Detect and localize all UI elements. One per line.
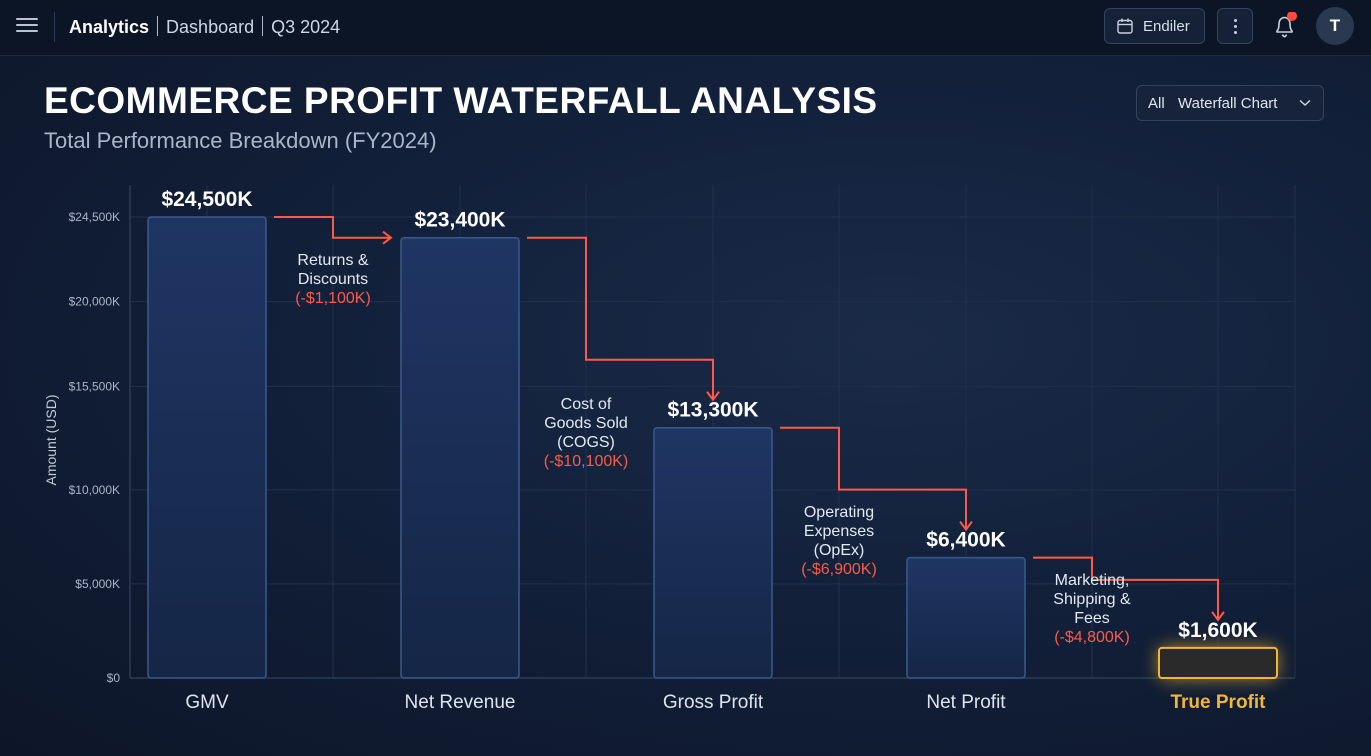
notification-dot [1287, 12, 1297, 21]
bar-net-revenue[interactable] [400, 236, 520, 679]
bar-value-label: $23,400K [414, 209, 505, 232]
step-label: Returns & [297, 252, 368, 269]
bar-value-label: $24,500K [161, 188, 252, 211]
y-tick-label: $24,500K [69, 210, 120, 224]
breadcrumb-section[interactable]: Dashboard [166, 17, 255, 37]
step-value-label: (-$10,100K) [544, 453, 629, 470]
chart-subtitle: Total Performance Breakdown (FY2024) [44, 128, 437, 153]
chevron-down-icon [1299, 99, 1311, 107]
step-label: Expenses [804, 523, 874, 540]
step-label: Discounts [298, 271, 368, 288]
filter-view: Waterfall Chart [1178, 95, 1278, 112]
x-category-label: Net Revenue [405, 692, 516, 713]
step-label: Operating [804, 504, 874, 521]
step-value-label: (-$1,100K) [295, 290, 371, 307]
date-picker-label: Endiler [1143, 18, 1190, 35]
step-label: (COGS) [557, 434, 615, 451]
y-tick-label: $0 [107, 671, 121, 685]
step-value-label: (-$6,900K) [801, 561, 877, 578]
connector-arrow [274, 216, 391, 239]
more-options-button[interactable] [1217, 8, 1253, 44]
y-tick-label: $10,000K [69, 483, 120, 497]
step-label: Fees [1074, 610, 1110, 627]
breadcrumb-separator [157, 16, 159, 36]
breadcrumb: Analytics Dashboard Q3 2024 [69, 16, 340, 38]
breadcrumb-period[interactable]: Q3 2024 [271, 17, 341, 37]
x-category-label: GMV [185, 692, 229, 713]
chart-view-dropdown[interactable]: All Waterfall Chart [1136, 85, 1324, 121]
connector-arrowhead [959, 520, 973, 532]
bar-value-label: $6,400K [926, 529, 1005, 552]
connector-arrow [1033, 556, 1219, 620]
bar-gmv[interactable] [147, 216, 267, 679]
y-tick-label: $15,500K [69, 379, 120, 393]
y-tick-label: $5,000K [75, 577, 120, 591]
top-bar: Analytics Dashboard Q3 2024 Endiler T [0, 0, 1371, 56]
connector-arrow [527, 236, 714, 400]
breadcrumb-separator [262, 16, 264, 36]
chart-title: ECOMMERCE PROFIT WATERFALL ANALYSIS [44, 80, 878, 121]
step-label: Cost of [561, 396, 612, 413]
bar-value-label: $13,300K [667, 399, 758, 422]
filter-scope: All [1148, 95, 1165, 112]
bar-value-label: $1,600K [1178, 619, 1257, 642]
step-value-label: (-$4,800K) [1054, 629, 1130, 646]
connector-arrowhead [1211, 611, 1225, 622]
step-label: Marketing, [1055, 572, 1130, 589]
step-label: Shipping & [1053, 591, 1131, 608]
x-category-label: Net Profit [926, 692, 1006, 713]
x-category-label: True Profit [1170, 692, 1266, 713]
avatar[interactable]: T [1316, 7, 1354, 45]
y-tick-label: $20,000K [69, 295, 120, 309]
breadcrumb-app[interactable]: Analytics [69, 17, 150, 37]
bar-gross-profit[interactable] [653, 426, 773, 679]
date-picker-button[interactable]: Endiler [1104, 8, 1205, 44]
y-axis-label: Amount (USD) [43, 394, 59, 485]
bar-true-profit[interactable] [1158, 646, 1278, 679]
bar-net-profit[interactable] [906, 556, 1026, 679]
menu-icon[interactable] [16, 16, 38, 36]
connector-arrowhead [706, 391, 720, 402]
calendar-icon [1117, 18, 1133, 34]
step-label: Goods Sold [544, 415, 628, 432]
bell-icon[interactable] [1272, 12, 1298, 40]
connector-arrow [780, 426, 967, 530]
step-label: (OpEx) [814, 542, 865, 559]
connector-arrowhead [382, 230, 393, 245]
x-category-label: Gross Profit [663, 692, 764, 713]
divider [54, 12, 55, 42]
